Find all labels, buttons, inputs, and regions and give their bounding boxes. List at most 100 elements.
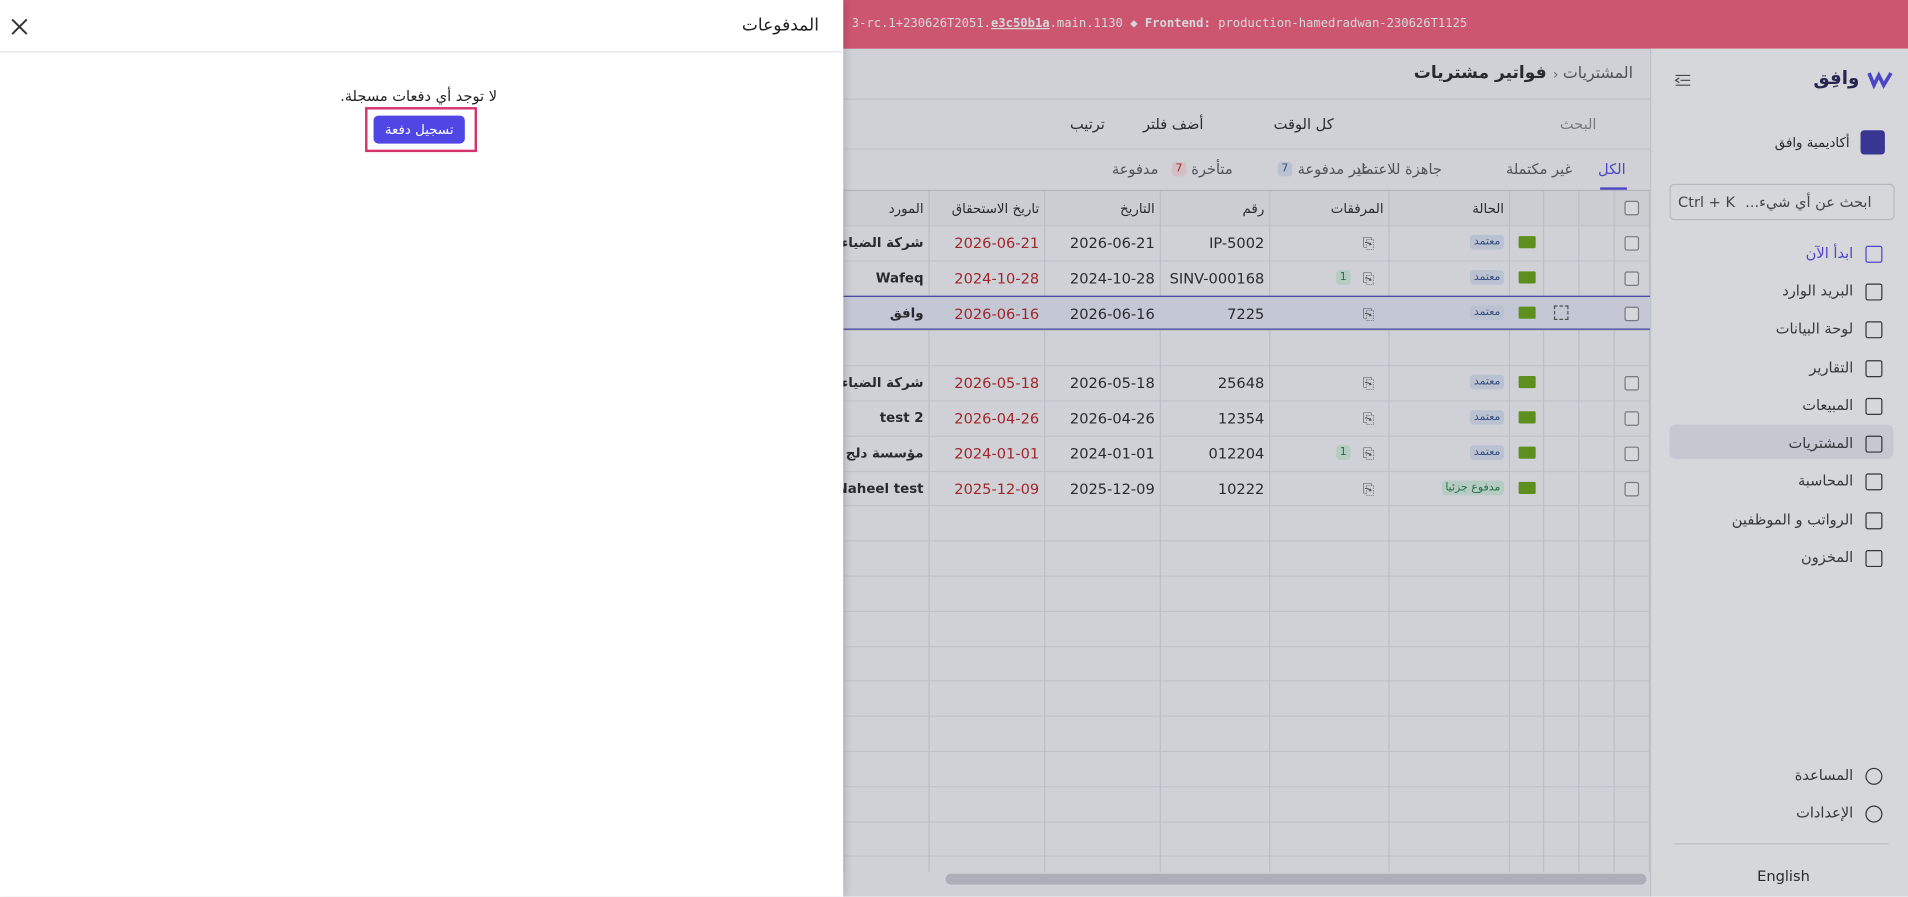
row-checkbox[interactable] xyxy=(1624,376,1640,391)
column-header[interactable]: تاريخ الاستحقاق xyxy=(951,200,1040,217)
column-header[interactable]: رقم xyxy=(1242,200,1265,217)
attach-icon[interactable]: ⎘ xyxy=(1362,234,1375,252)
tab[interactable]: جاهزة للاعتماد xyxy=(1354,160,1442,178)
nav-item[interactable]: البريد الوارد xyxy=(1782,282,1854,300)
bill-date: 2026-06-21 xyxy=(1069,234,1155,252)
status-badge: معتمد xyxy=(1470,375,1505,390)
attach-icon[interactable]: ⎘ xyxy=(1362,445,1375,463)
col-line xyxy=(1269,191,1271,873)
expand-icon[interactable] xyxy=(1553,304,1569,320)
attach-icon[interactable]: ⎘ xyxy=(1362,410,1375,428)
row-checkbox[interactable] xyxy=(1624,446,1640,461)
supplier[interactable]: test 2 xyxy=(879,410,924,426)
col-line xyxy=(928,191,930,873)
bill-number: 12354 xyxy=(1217,410,1265,428)
commit-link[interactable]: e3c50b1a xyxy=(990,17,1050,31)
language-switch[interactable]: English xyxy=(1757,867,1810,885)
tab-indicator xyxy=(1600,187,1627,190)
sort-button[interactable]: ترتيب xyxy=(1069,115,1105,133)
bill-number: SINV-000168 xyxy=(1169,269,1265,287)
due-date: 2026-05-18 xyxy=(954,375,1040,393)
row-line xyxy=(843,785,1651,788)
attach-icon[interactable]: ⎘ xyxy=(1362,304,1375,322)
row-checkbox[interactable] xyxy=(1624,271,1640,286)
row-checkbox[interactable] xyxy=(1624,411,1640,426)
column-header[interactable]: الحالة xyxy=(1472,200,1505,217)
add-filter[interactable]: أضف فلتر xyxy=(1142,115,1204,133)
nav-item[interactable]: المساعدة xyxy=(1794,766,1854,784)
supplier[interactable]: شركة الضياء xyxy=(841,375,924,391)
nav-icon xyxy=(1865,283,1883,301)
due-date: 2024-10-28 xyxy=(954,269,1040,287)
tab[interactable]: مدفوعة xyxy=(1111,160,1159,178)
close-icon xyxy=(11,18,28,35)
nav-item[interactable]: الإعدادات xyxy=(1796,804,1854,822)
empty-message: لا توجد أي دفعات مسجلة. xyxy=(340,87,498,105)
nav-icon xyxy=(1865,397,1883,415)
nav-item[interactable]: المحاسبة xyxy=(1797,472,1854,490)
nav-item[interactable]: المبيعات xyxy=(1802,396,1854,414)
row-checkbox[interactable] xyxy=(1624,236,1640,251)
divider xyxy=(843,148,1651,150)
tab[interactable]: متأخرة xyxy=(1191,160,1233,178)
row-checkbox[interactable] xyxy=(1624,481,1640,496)
row-line xyxy=(843,505,1651,507)
record-payment-button[interactable]: تسجيل دفعة xyxy=(373,115,465,144)
status-badge: معتمد xyxy=(1470,234,1505,250)
frontend-label: Frontend: xyxy=(1144,17,1211,31)
version: 3-rc.1+230626T2051. xyxy=(851,17,991,31)
tab-count: 7 xyxy=(1171,161,1187,177)
attach-icon[interactable]: ⎘ xyxy=(1362,480,1375,498)
due-date: 2024-01-01 xyxy=(954,445,1040,463)
supplier[interactable]: وافق xyxy=(889,304,924,321)
tab[interactable]: غير مكتملة xyxy=(1506,160,1573,178)
nav-item[interactable]: ابدأ الآن xyxy=(1805,244,1854,262)
payments-panel: المدفوعات لا توجد أي دفعات مسجلة. تسجيل … xyxy=(0,0,844,897)
search-box[interactable] xyxy=(1669,183,1895,221)
nav-item[interactable]: المشتريات xyxy=(1788,434,1854,452)
supplier[interactable]: مؤسسة دلج ل xyxy=(829,445,924,461)
status-badge: معتمد xyxy=(1470,269,1505,285)
bill-date: 2026-04-26 xyxy=(1069,410,1155,428)
table-search[interactable]: البحث xyxy=(1559,115,1597,133)
nav-item[interactable]: التقارير xyxy=(1809,358,1854,377)
supplier[interactable]: Wafeq xyxy=(875,269,924,286)
row-checkbox[interactable] xyxy=(1624,306,1640,321)
attach-icon[interactable]: ⎘ xyxy=(1362,375,1375,393)
select-all[interactable] xyxy=(1624,200,1640,216)
attachment-count: 1 xyxy=(1336,445,1351,460)
book-icon xyxy=(1518,481,1536,494)
bill-number: IP-5002 xyxy=(1209,234,1265,252)
column-header[interactable]: المرفقات xyxy=(1330,200,1384,217)
col-line xyxy=(1542,191,1545,873)
book-icon xyxy=(1518,271,1536,284)
row-line xyxy=(843,645,1651,647)
breadcrumb-parent[interactable]: المشتريات xyxy=(1562,64,1633,83)
col-line xyxy=(1388,191,1390,873)
close-button[interactable] xyxy=(11,17,28,40)
search-shortcut: Ctrl + K xyxy=(1678,193,1736,211)
book-icon xyxy=(1518,376,1536,389)
attach-icon[interactable]: ⎘ xyxy=(1362,269,1375,287)
column-header[interactable]: التاريخ xyxy=(1120,200,1155,217)
time-filter[interactable]: كل الوقت xyxy=(1273,115,1334,133)
panel-title: المدفوعات xyxy=(741,15,819,36)
nav-item[interactable]: الرواتب و الموظفين xyxy=(1731,511,1854,529)
nav-item[interactable]: المخزون xyxy=(1801,548,1854,566)
tab[interactable]: غير مدفوعة xyxy=(1297,160,1369,178)
tab[interactable]: الكل xyxy=(1598,160,1626,178)
breadcrumb-sep: › xyxy=(1552,65,1559,83)
nav-item[interactable]: لوحة البيانات xyxy=(1775,320,1854,338)
attachment-count: 1 xyxy=(1336,269,1351,285)
collapse-button[interactable] xyxy=(1674,71,1691,94)
org-name[interactable]: أكاديمية وافق xyxy=(1774,135,1850,151)
collapse-icon xyxy=(1674,74,1691,86)
row-line xyxy=(843,225,1651,227)
scrollbar[interactable] xyxy=(945,873,1647,885)
supplier[interactable]: Naheel test xyxy=(836,480,924,496)
column-header[interactable]: المورد xyxy=(888,200,924,217)
selected-row[interactable] xyxy=(843,295,1651,330)
supplier[interactable]: شركة الضياء xyxy=(841,234,924,251)
col-line xyxy=(1508,191,1511,873)
